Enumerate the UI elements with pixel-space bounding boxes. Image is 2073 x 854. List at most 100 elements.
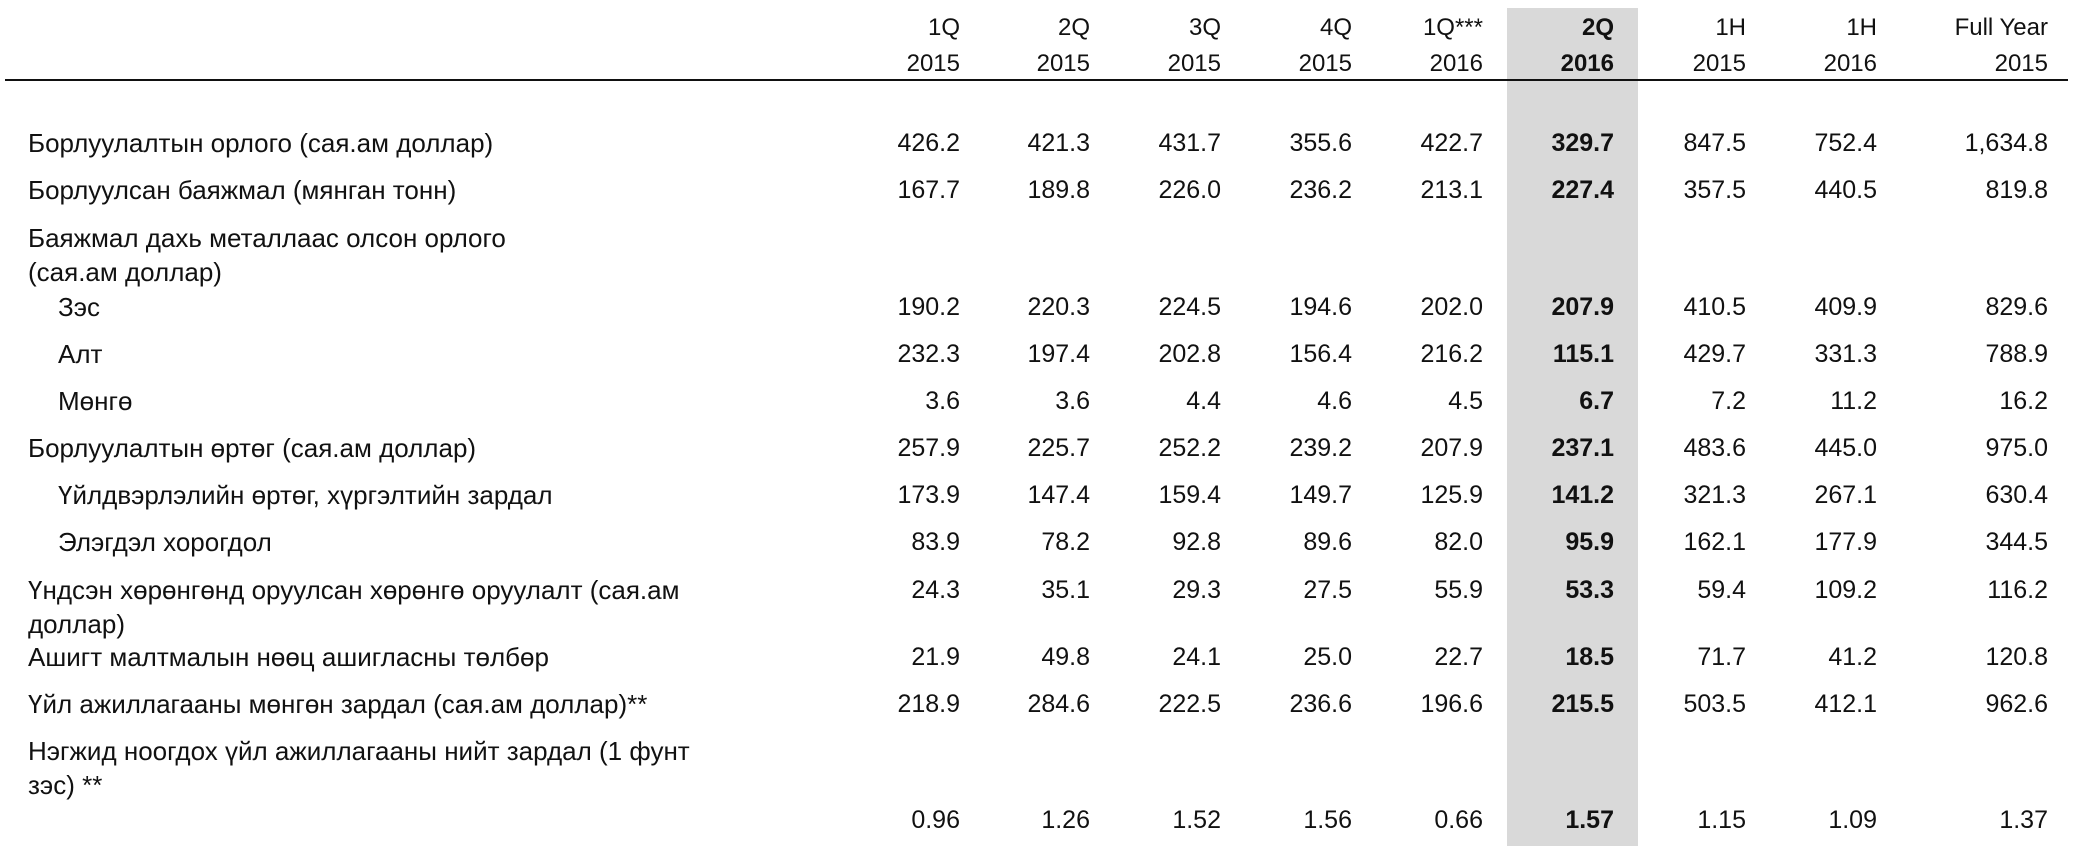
table-cell: 202.8 [1158, 340, 1221, 368]
table-cell: 224.5 [1158, 293, 1221, 321]
column-header-year: 2015 [1692, 50, 1746, 77]
table-cell: 788.9 [1985, 340, 2048, 368]
table-cell: 357.5 [1683, 176, 1746, 204]
table-row: Үйл ажиллагааны мөнгөн зардал (сая.ам до… [0, 687, 2073, 733]
row-label: Зэс [58, 290, 100, 324]
table-cell: 321.3 [1683, 481, 1746, 509]
column-header: 4Q 2015 [1232, 10, 1352, 82]
table-cell: 83.9 [911, 528, 960, 556]
table-row: Борлуулалтын өртөг (сая.ам доллар) 257.9 2… [0, 431, 2073, 477]
table-row: Борлуулалтын орлого (сая.ам доллар) 426.2… [0, 126, 2073, 172]
table-row: Борлуулсан баяжмал (мянган тонн) 167.7 189… [0, 173, 2073, 219]
table-cell: 92.8 [1172, 528, 1221, 556]
table-cell: 284.6 [1027, 690, 1090, 718]
table-cell: 59.4 [1697, 576, 1746, 604]
table-cell: 355.6 [1289, 129, 1352, 157]
table-cell: 218.9 [897, 690, 960, 718]
table-cell: 412.1 [1814, 690, 1877, 718]
table-cell: 141.2 [1551, 481, 1614, 509]
table-cell: 71.7 [1697, 643, 1746, 671]
column-header: Full Year 2015 [1928, 10, 2048, 82]
table-cell: 847.5 [1683, 129, 1746, 157]
row-label: Ашигт малтмалын нөөц ашигласны төлбөр [28, 640, 549, 674]
column-header-year: 2016 [1823, 50, 1877, 77]
row-label: Үндсэн хөрөнгөнд оруулсан хөрөнгө оруула… [28, 573, 680, 641]
table-cell: 431.7 [1158, 129, 1221, 157]
column-header-year: 2016 [1560, 50, 1614, 77]
column-header-period: 4Q [1319, 14, 1352, 41]
table-row: Үндсэн хөрөнгөнд оруулсан хөрөнгө оруула… [0, 573, 2073, 639]
row-label-line: (сая.ам доллар) [28, 257, 222, 287]
table-row: Алт 232.3 197.4 202.8 156.4 216.2 115.1 429.7 33… [0, 337, 2073, 383]
table-cell: 216.2 [1420, 340, 1483, 368]
column-header-year: 2015 [906, 50, 960, 77]
table-cell: 445.0 [1814, 434, 1877, 462]
column-header-period: 2Q [1057, 14, 1090, 41]
table-cell: 173.9 [897, 481, 960, 509]
table-cell: 227.4 [1551, 176, 1614, 204]
table-cell: 503.5 [1683, 690, 1746, 718]
table-cell: 4.4 [1186, 387, 1221, 415]
table-cell: 1.15 [1697, 806, 1746, 834]
header-divider [5, 79, 2068, 81]
table-cell: 25.0 [1303, 643, 1352, 671]
table-cell: 819.8 [1985, 176, 2048, 204]
table-cell: 120.8 [1985, 643, 2048, 671]
column-header-year: 2015 [1167, 50, 1221, 77]
table-cell: 53.3 [1565, 576, 1614, 604]
table-cell: 1,634.8 [1964, 129, 2048, 157]
table-row: Баяжмал дахь металлаас олсон орлого (сая.… [0, 221, 2073, 287]
row-label: Борлуулалтын өртөг (сая.ам доллар) [28, 431, 476, 465]
table-cell: 331.3 [1814, 340, 1877, 368]
highlight-column-shading [1507, 8, 1638, 846]
table-cell: 213.1 [1420, 176, 1483, 204]
table-cell: 329.7 [1551, 129, 1614, 157]
table-cell: 21.9 [911, 643, 960, 671]
table-cell: 22.7 [1434, 643, 1483, 671]
column-header: 2Q 2016 [1494, 10, 1614, 82]
column-header-period: 3Q [1188, 14, 1221, 41]
table-cell: 196.6 [1420, 690, 1483, 718]
table-cell: 752.4 [1814, 129, 1877, 157]
table-cell: 975.0 [1985, 434, 2048, 462]
table-cell: 6.7 [1579, 387, 1614, 415]
row-label-line: Зэс [58, 292, 100, 322]
row-label-line: зэс) ** [28, 770, 103, 800]
table-cell: 89.6 [1303, 528, 1352, 556]
table-cell: 35.1 [1041, 576, 1090, 604]
table-cell: 1.56 [1303, 806, 1352, 834]
table-cell: 11.2 [1830, 387, 1877, 415]
table-row: Үйлдвэрлэлийн өртөг, хүргэлтийн зардал 17… [0, 478, 2073, 524]
table-cell: 116.2 [1987, 576, 2048, 604]
row-label: Баяжмал дахь металлаас олсон орлого (сая.… [28, 221, 506, 289]
table-cell: 194.6 [1289, 293, 1352, 321]
column-header-period: 1H [1715, 14, 1746, 41]
table-cell: 0.66 [1434, 806, 1483, 834]
table-cell: 257.9 [897, 434, 960, 462]
row-label-line: Нэгжид ноогдох үйл ажиллагааны нийт зард… [28, 736, 690, 766]
table-cell: 109.2 [1814, 576, 1877, 604]
table-cell: 422.7 [1420, 129, 1483, 157]
table-cell: 215.5 [1551, 690, 1614, 718]
table-cell: 24.1 [1172, 643, 1221, 671]
row-label-line: Элэгдэл хорогдол [58, 527, 272, 557]
table-cell: 1.26 [1041, 806, 1090, 834]
table-cell: 1.52 [1172, 806, 1221, 834]
table-row: Нэгжид ноогдох үйл ажиллагааны нийт зард… [0, 734, 2073, 800]
column-header: 1H 2016 [1757, 10, 1877, 82]
table-cell: 95.9 [1565, 528, 1614, 556]
table-row: 0.96 1.26 1.52 1.56 0.66 1.57 1.15 1.09 1.37 [0, 803, 2073, 849]
table-row: Мөнгө 3.6 3.6 4.4 4.6 4.5 6.7 7.2 11.2 16.2 [0, 384, 2073, 430]
table-cell: 202.0 [1420, 293, 1483, 321]
table-cell: 483.6 [1683, 434, 1746, 462]
row-label-line: доллар) [28, 609, 125, 639]
table-cell: 189.8 [1027, 176, 1090, 204]
row-label: Нэгжид ноогдох үйл ажиллагааны нийт зард… [28, 734, 690, 802]
row-label-line: Үйл ажиллагааны мөнгөн зардал (сая.ам до… [28, 689, 648, 719]
table-cell: 829.6 [1985, 293, 2048, 321]
table-cell: 237.1 [1551, 434, 1614, 462]
table-cell: 222.5 [1158, 690, 1221, 718]
row-label: Борлуулалтын орлого (сая.ам доллар) [28, 126, 493, 160]
table-cell: 226.0 [1158, 176, 1221, 204]
column-header-period: 1Q*** [1422, 14, 1483, 41]
